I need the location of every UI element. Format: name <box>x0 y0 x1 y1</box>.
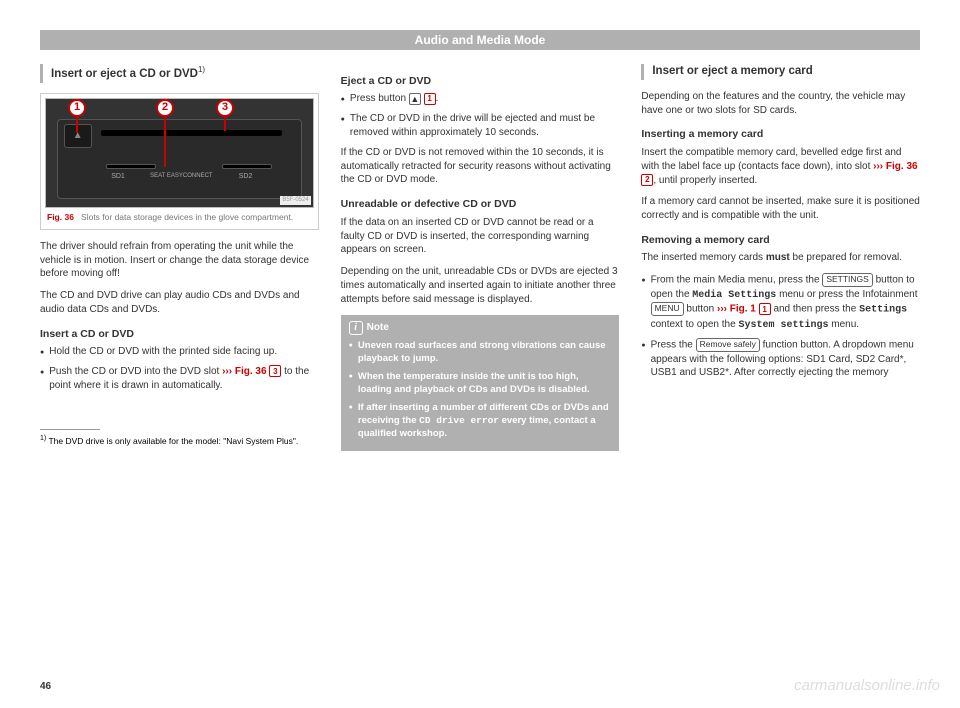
sub-unreadable-cd: Unreadable or defective CD or DVD <box>341 197 620 211</box>
note1-text: Uneven road surfaces and strong vibratio… <box>358 339 611 365</box>
col2-b1a: Press button <box>350 93 406 104</box>
col1-para2: The CD and DVD drive can play audio CDs … <box>40 289 319 317</box>
col1-b2-num: 3 <box>269 365 281 377</box>
c3b1a: From the main Media menu, press the <box>651 275 820 286</box>
footnote-sup: 1) <box>40 435 46 442</box>
c3b1f: context to open the <box>651 319 736 330</box>
callout-line-2 <box>164 117 166 167</box>
col2-bullet-1: Press button ▲ 1. <box>341 92 620 106</box>
col3-para2a: Insert the compatible memory card, bevel… <box>641 147 901 172</box>
footnote-text: The DVD drive is only available for the … <box>48 435 298 445</box>
col3-para2-ref: ››› Fig. 36 <box>873 161 917 172</box>
c3b1-mono1: Media Settings <box>692 290 776 301</box>
c3b1-mono2: Settings <box>859 305 907 316</box>
sd2-label: SD2 <box>239 172 253 182</box>
page-number: 46 <box>40 681 51 692</box>
section-title-text: Insert or eject a CD or DVD <box>51 68 198 80</box>
col2-b2-text: The CD or DVD in the drive will be eject… <box>350 112 619 140</box>
callout-1: 1 <box>68 99 86 117</box>
c3b1-num: 1 <box>759 303 771 315</box>
col1-b2a: Push the CD or DVD into the DVD slot <box>49 366 219 377</box>
note-bullet-3: If after inserting a number of different… <box>349 401 612 440</box>
section-title-memory-card: Insert or eject a memory card <box>641 64 920 80</box>
c3b1g: menu. <box>831 319 859 330</box>
col2-para2: If the data on an inserted CD or DVD can… <box>341 216 620 257</box>
note3-body: If after inserting a number of different… <box>358 401 611 440</box>
col1-b2-ref: ››› Fig. 36 <box>222 366 266 377</box>
col1-bullet-1: Hold the CD or DVD with the printed side… <box>40 345 319 359</box>
col3-para4: The inserted memory cards must be prepar… <box>641 251 920 265</box>
col1-bullet-2: Push the CD or DVD into the DVD slot ›››… <box>40 365 319 393</box>
callout-line-1 <box>76 117 78 133</box>
info-icon: i <box>349 321 363 335</box>
section-title-sup: 1) <box>198 65 205 74</box>
col1-bullet-2-body: Push the CD or DVD into the DVD slot ›››… <box>49 365 318 393</box>
column-2: Eject a CD or DVD Press button ▲ 1. The … <box>341 64 620 451</box>
section-title-insert-cd: Insert or eject a CD or DVD1) <box>40 64 319 83</box>
sub-eject-cd: Eject a CD or DVD <box>341 74 620 88</box>
c3b2a: Press the <box>651 340 693 351</box>
col3-b2-body: Press the Remove safely function button.… <box>651 338 920 380</box>
col3-para2-num: 2 <box>641 174 653 186</box>
c3b1-ref: ››› Fig. 1 <box>717 304 756 315</box>
col1-bullet-1-text: Hold the CD or DVD with the printed side… <box>49 345 318 359</box>
col3-para2: Insert the compatible memory card, bevel… <box>641 146 920 187</box>
col2-b1-body: Press button ▲ 1. <box>350 92 619 106</box>
device-body: ▲ SD1 SD2 SEAT EASYCONNECT <box>57 119 302 199</box>
note3-mono: CD drive error <box>419 415 499 426</box>
note-heading: i Note <box>349 321 612 335</box>
cd-slot <box>101 130 281 136</box>
col3-para2b: , until properly inserted. <box>653 175 757 186</box>
col2-bullet-2: The CD or DVD in the drive will be eject… <box>341 112 620 140</box>
c3b1e: and then press the <box>773 304 856 315</box>
figure-label: Fig. 36 <box>47 212 74 222</box>
remove-safely-button: Remove safely <box>696 338 760 352</box>
figure-image: ▲ SD1 SD2 SEAT EASYCONNECT 1 2 3 B5F-052… <box>45 98 314 208</box>
sd2-slot <box>222 164 272 169</box>
sd1-slot <box>106 164 156 169</box>
col3-para4b: be prepared for removal. <box>793 252 903 263</box>
note-bullet-2: When the temperature inside the unit is … <box>349 370 612 396</box>
callout-2: 2 <box>156 99 174 117</box>
col3-para3: If a memory card cannot be inserted, mak… <box>641 195 920 223</box>
sub-insert-cd: Insert a CD or DVD <box>40 327 319 341</box>
col3-bullet-2: Press the Remove safely function button.… <box>641 338 920 380</box>
column-3: Insert or eject a memory card Depending … <box>641 64 920 451</box>
figure-caption: Fig. 36 Slots for data storage devices i… <box>45 208 314 225</box>
sd1-label: SD1 <box>111 172 125 182</box>
callout-3: 3 <box>216 99 234 117</box>
callout-line-3 <box>224 117 226 131</box>
eject-icon: ▲ <box>409 93 421 105</box>
figure-code: B5F-0524 <box>280 196 310 204</box>
footnote-1: 1) The DVD drive is only available for t… <box>40 434 319 447</box>
footnote-separator <box>40 429 100 430</box>
column-1: Insert or eject a CD or DVD1) ▲ SD1 SD2 … <box>40 64 319 451</box>
col3-para4a: The inserted memory cards <box>641 252 763 263</box>
col2-b1-num: 1 <box>424 93 436 105</box>
note2-text: When the temperature inside the unit is … <box>358 370 611 396</box>
col3-para1: Depending on the features and the countr… <box>641 90 920 118</box>
brand-label: SEAT EASYCONNECT <box>150 172 212 180</box>
figure-caption-text: Slots for data storage devices in the gl… <box>81 212 293 222</box>
note-bullet-1: Uneven road surfaces and strong vibratio… <box>349 339 612 365</box>
col3-b1-body: From the main Media menu, press the SETT… <box>651 273 920 332</box>
c3b1d: button <box>686 304 714 315</box>
col2-para3: Depending on the unit, unreadable CDs or… <box>341 265 620 306</box>
c3b1c: menu or press the Infotainment <box>779 289 917 300</box>
figure-36: ▲ SD1 SD2 SEAT EASYCONNECT 1 2 3 B5F-052… <box>40 93 319 230</box>
col3-bullet-1: From the main Media menu, press the SETT… <box>641 273 920 332</box>
sub-insert-memory: Inserting a memory card <box>641 127 920 141</box>
note-heading-text: Note <box>367 321 389 335</box>
page-header: Audio and Media Mode <box>40 30 920 50</box>
menu-button: MENU <box>651 302 684 316</box>
watermark: carmanualsonline.info <box>794 677 940 694</box>
settings-button: SETTINGS <box>822 273 873 287</box>
col2-para1: If the CD or DVD is not removed within t… <box>341 146 620 187</box>
col3-para4-bold: must <box>766 252 790 263</box>
sub-remove-memory: Removing a memory card <box>641 233 920 247</box>
columns: Insert or eject a CD or DVD1) ▲ SD1 SD2 … <box>40 64 920 451</box>
note-box: i Note Uneven road surfaces and strong v… <box>341 315 620 452</box>
col1-para1: The driver should refrain from operating… <box>40 240 319 281</box>
c3b1-mono3: System settings <box>738 320 828 331</box>
